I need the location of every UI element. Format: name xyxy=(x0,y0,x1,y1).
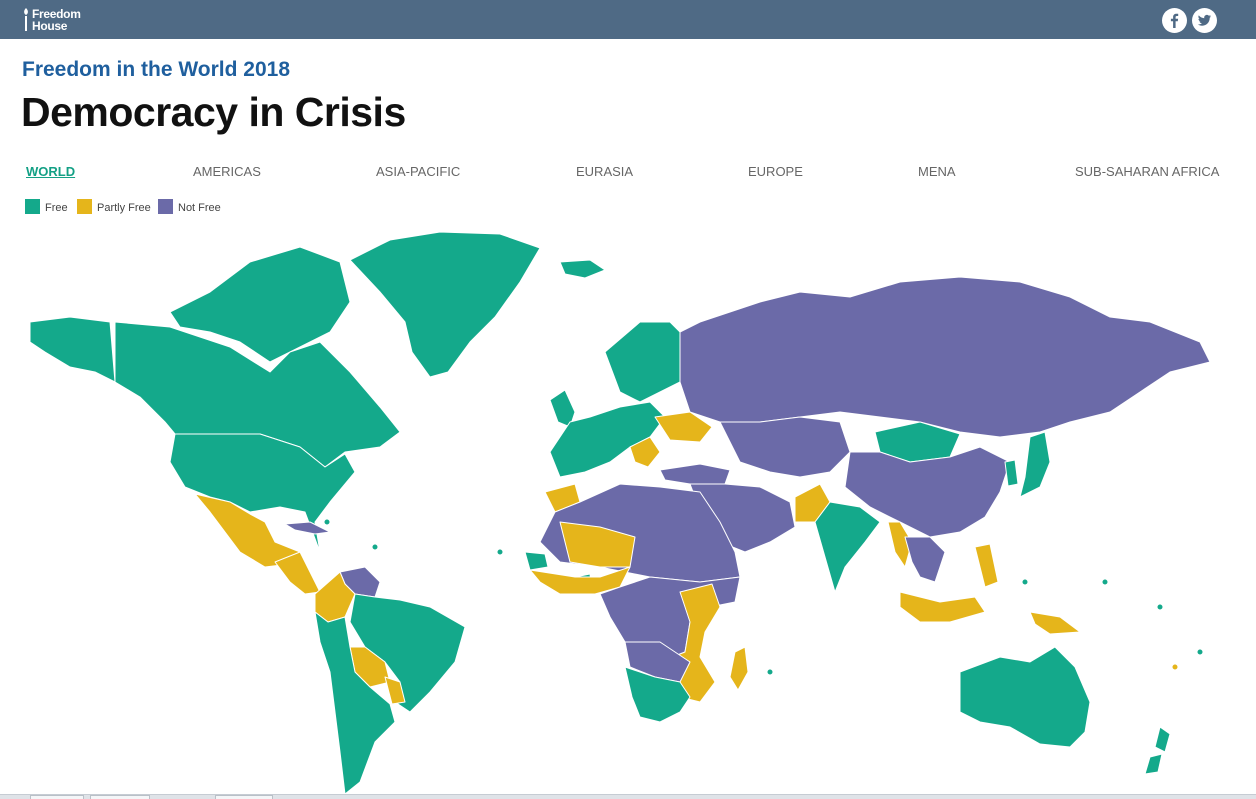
region-india[interactable] xyxy=(814,501,881,593)
region-new-zealand[interactable] xyxy=(1144,726,1171,775)
bottom-scroll-strip[interactable] xyxy=(0,794,1256,799)
region-arctic-islands[interactable] xyxy=(169,246,351,363)
legend-swatch-not-free xyxy=(158,199,173,214)
tab-mena[interactable]: MENA xyxy=(918,164,956,179)
twitter-icon[interactable] xyxy=(1192,8,1217,33)
region-alaska[interactable] xyxy=(29,316,116,383)
report-kicker: Freedom in the World 2018 xyxy=(22,58,291,81)
world-map-svg[interactable] xyxy=(0,222,1256,794)
region-balkans[interactable] xyxy=(629,436,661,468)
torch-icon xyxy=(24,8,28,31)
freedom-house-logo[interactable]: Freedom House xyxy=(20,7,90,33)
region-japan[interactable] xyxy=(1019,431,1051,498)
region-iceland[interactable] xyxy=(559,259,606,279)
region-southeast-asia[interactable] xyxy=(904,536,946,583)
world-map[interactable] xyxy=(0,222,1256,794)
region-central-asia[interactable] xyxy=(719,416,851,478)
region-western-europe[interactable] xyxy=(549,401,666,478)
scroll-tab-3[interactable] xyxy=(215,795,273,799)
region-uk-ireland[interactable] xyxy=(549,389,576,428)
facebook-icon[interactable] xyxy=(1162,8,1187,33)
island-cape-verde[interactable] xyxy=(496,548,504,556)
scroll-tab-2[interactable] xyxy=(90,795,150,799)
region-ukraine[interactable] xyxy=(654,411,713,443)
region-southern-africa[interactable] xyxy=(624,666,691,723)
logo-line-1: Freedom xyxy=(32,7,81,21)
island-fiji[interactable] xyxy=(1171,663,1179,671)
island-micronesia[interactable] xyxy=(1101,578,1109,586)
region-turkey[interactable] xyxy=(659,463,731,485)
region-korea[interactable] xyxy=(1004,459,1019,487)
region-united-states[interactable] xyxy=(169,433,356,553)
legend-label-not-free: Not Free xyxy=(178,202,221,214)
region-paraguay[interactable] xyxy=(384,676,406,705)
tab-world[interactable]: WORLD xyxy=(26,164,76,179)
region-myanmar[interactable] xyxy=(887,521,913,568)
legend-label-partly-free: Partly Free xyxy=(97,202,151,214)
region-madagascar[interactable] xyxy=(729,646,749,691)
region-greenland[interactable] xyxy=(349,231,541,378)
island-kiribati[interactable] xyxy=(1156,603,1164,611)
legend-swatch-partly-free xyxy=(77,199,92,214)
tab-asia-pacific[interactable]: ASIA-PACIFIC xyxy=(376,164,461,179)
tab-eurasia[interactable]: EURASIA xyxy=(576,164,634,179)
island-caribbean[interactable] xyxy=(371,543,379,551)
region-australia[interactable] xyxy=(959,646,1091,748)
page-title: Democracy in Crisis xyxy=(21,89,406,135)
top-bar: Freedom House xyxy=(0,0,1256,39)
legend-label-free: Free xyxy=(45,202,68,214)
region-philippines[interactable] xyxy=(974,543,999,588)
island-samoa[interactable] xyxy=(1196,648,1204,656)
island-bahamas[interactable] xyxy=(323,518,331,526)
region-scandinavia[interactable] xyxy=(604,321,691,403)
tab-americas[interactable]: AMERICAS xyxy=(193,164,261,179)
island-palau[interactable] xyxy=(1021,578,1029,586)
tab-sub-saharan-africa[interactable]: SUB-SAHARAN AFRICA xyxy=(1075,164,1220,179)
legend-swatch-free xyxy=(25,199,40,214)
region-cuba[interactable] xyxy=(284,521,331,535)
tab-europe[interactable]: EUROPE xyxy=(748,164,803,179)
region-russia[interactable] xyxy=(679,276,1211,438)
region-china[interactable] xyxy=(844,446,1011,538)
region-indonesia[interactable] xyxy=(899,591,986,623)
logo-line-2: House xyxy=(32,19,68,33)
region-southern-cone[interactable] xyxy=(314,611,396,794)
region-papua[interactable] xyxy=(1029,611,1081,635)
scroll-tab-1[interactable] xyxy=(30,795,84,799)
region-canada[interactable] xyxy=(114,321,401,468)
island-mauritius[interactable] xyxy=(766,668,774,676)
